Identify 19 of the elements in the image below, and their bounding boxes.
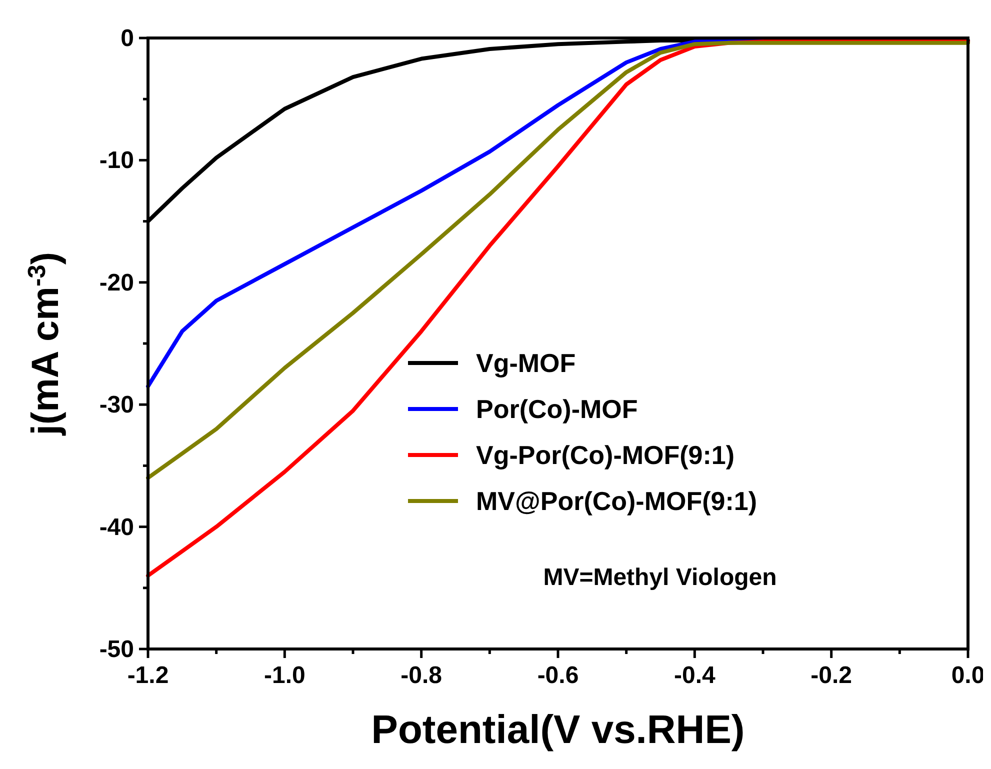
x-tick-label: -0.4: [674, 662, 716, 689]
y-tick-label: -20: [99, 269, 134, 296]
annotation: MV=Methyl Viologen: [543, 564, 777, 591]
legend-label: Vg-Por(Co)-MOF(9:1): [476, 440, 735, 470]
line-series: [146, 40, 970, 480]
y-tick-label: -50: [99, 636, 134, 663]
y-tick-label: -10: [99, 147, 134, 174]
x-tick-label: -1.2: [127, 662, 169, 689]
legend-label: Vg-MOF: [476, 348, 576, 378]
y-tick-label: 0: [120, 25, 134, 52]
x-tick-label: -0.8: [400, 662, 442, 689]
x-tick-label: -0.6: [537, 662, 579, 689]
legend-label: MV@Por(Co)-MOF(9:1): [476, 486, 757, 516]
x-tick-label: -1.0: [264, 662, 306, 689]
y-tick-label: -40: [99, 514, 134, 541]
x-tick-label: -0.2: [810, 662, 852, 689]
x-axis-title: Potential(V vs.RHE): [371, 708, 745, 752]
y-tick-label: -30: [99, 392, 134, 419]
legend-label: Por(Co)-MOF: [476, 394, 638, 424]
